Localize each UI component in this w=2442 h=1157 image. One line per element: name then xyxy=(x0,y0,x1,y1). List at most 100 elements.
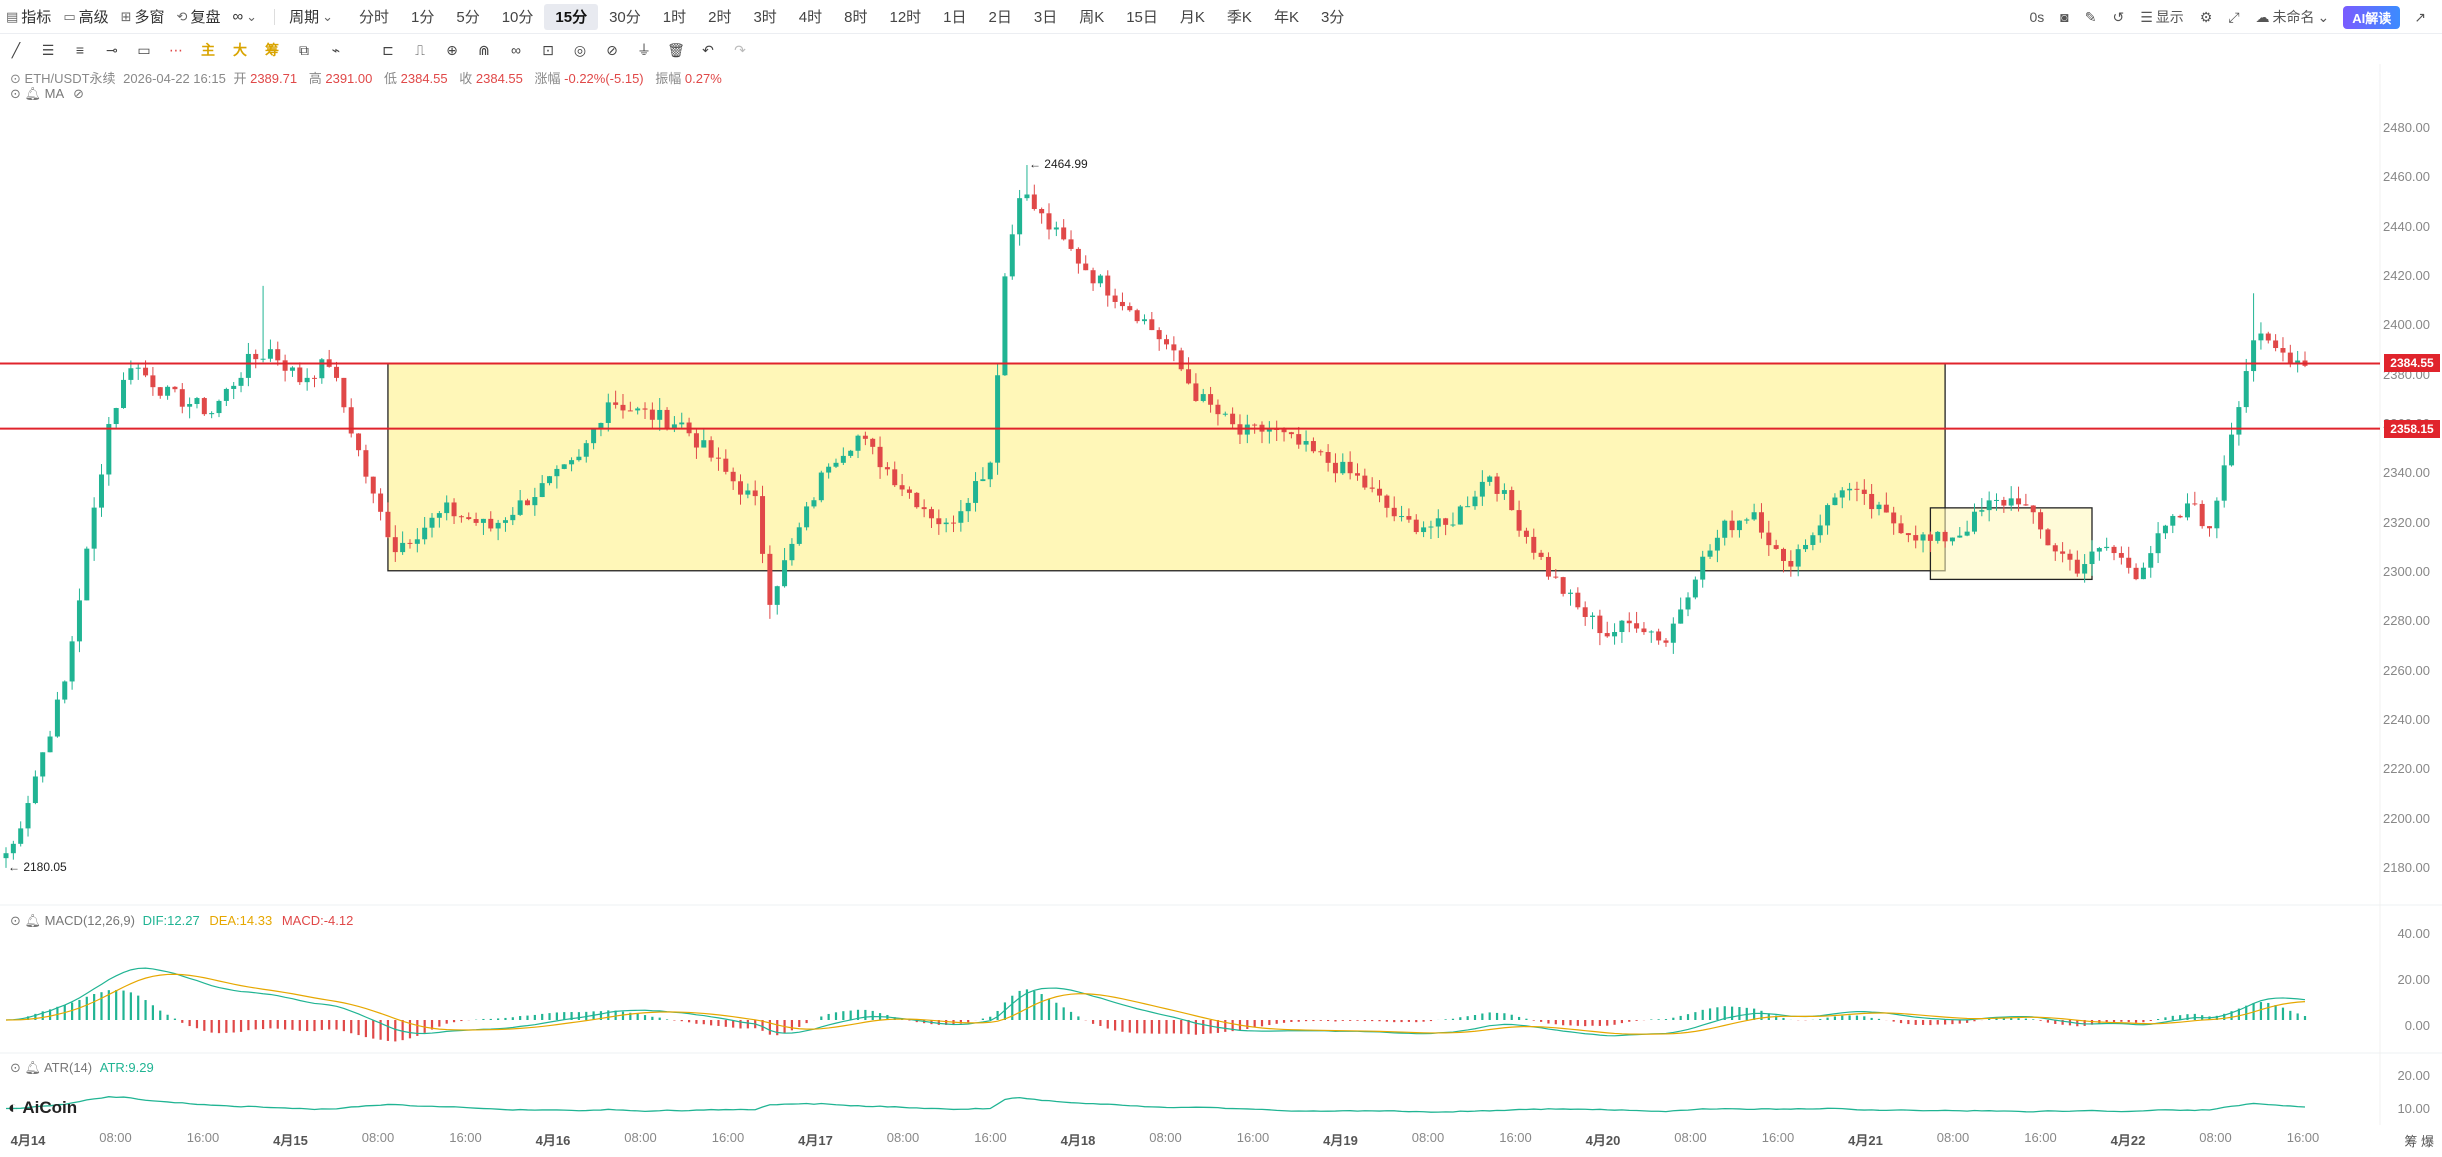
eye-icon[interactable]: ◎ xyxy=(573,41,587,58)
candle-body xyxy=(1465,506,1471,508)
parallel-lines-icon[interactable]: ≡ xyxy=(75,42,85,58)
candle-body xyxy=(319,359,325,379)
period-5[interactable]: 30分 xyxy=(609,9,641,26)
candle-body xyxy=(899,485,905,490)
link-symbol-button[interactable]: ∞ ⌄ xyxy=(226,4,266,30)
horizontal-lines-icon[interactable]: ☰ xyxy=(41,41,55,58)
candle-body xyxy=(554,468,560,477)
candle-body xyxy=(715,457,721,459)
candle-body xyxy=(1619,620,1625,633)
period-15[interactable]: 周K xyxy=(1079,9,1105,26)
candle-body xyxy=(561,464,567,469)
redo-icon[interactable]: ↷ xyxy=(734,41,746,58)
replay-button[interactable]: ⟲ 复盘 xyxy=(171,4,227,30)
pen-icon[interactable]: ✎ xyxy=(2084,8,2097,25)
collapse-icon[interactable]: ⊙ xyxy=(10,913,21,928)
candle-body xyxy=(532,497,538,506)
period-11[interactable]: 12时 xyxy=(889,9,922,26)
candle-body xyxy=(892,469,898,486)
ai-analysis-button[interactable]: AI解读 xyxy=(2343,5,2401,29)
candle-body xyxy=(223,388,229,401)
multi-window-button[interactable]: ⊞ 多窗 xyxy=(115,4,171,30)
period-16[interactable]: 15日 xyxy=(1126,9,1158,26)
settings-icon[interactable]: ⚙ xyxy=(2199,8,2213,25)
fullscreen-icon[interactable]: ⤢ xyxy=(2228,8,2240,25)
period-9[interactable]: 4时 xyxy=(798,9,823,26)
period-3[interactable]: 10分 xyxy=(501,9,534,26)
chinese-marker-a-icon[interactable]: 主 xyxy=(201,42,215,58)
period-10[interactable]: 8时 xyxy=(844,9,868,26)
candle-body xyxy=(135,367,141,369)
period-4[interactable]: 15分 xyxy=(544,3,599,30)
layout-name-button[interactable]: ☁ 未命名 ⌄ xyxy=(2248,4,2338,30)
glasses-icon[interactable]: ∞ xyxy=(511,42,521,58)
period-2[interactable]: 5分 xyxy=(456,9,480,26)
candle-body xyxy=(2016,498,2022,505)
undo-icon[interactable]: ↶ xyxy=(702,41,714,58)
period-0[interactable]: 分时 xyxy=(359,9,390,26)
chinese-marker-b-icon[interactable]: 大 xyxy=(233,42,247,58)
period-13[interactable]: 2日 xyxy=(988,9,1012,26)
copy-icon[interactable]: ⧉ xyxy=(299,41,309,58)
time-axis-label: 4月20 xyxy=(1585,1133,1621,1148)
bottom-right-tools[interactable]: 筹 爆 xyxy=(2404,1134,2434,1149)
collapse-icon[interactable]: ⊙ xyxy=(10,86,21,101)
trash-icon[interactable]: 🗑 xyxy=(667,41,685,58)
brush-icon[interactable]: ⌁ xyxy=(331,41,341,58)
period-17[interactable]: 月K xyxy=(1179,9,1205,26)
display-button[interactable]: ☰ 显示 xyxy=(2132,4,2192,30)
advanced-button[interactable]: ▭ 高级 xyxy=(57,4,114,30)
ray-icon[interactable]: ⊸ xyxy=(106,41,118,58)
period-14[interactable]: 3日 xyxy=(1033,9,1058,26)
magnet-icon[interactable]: ⋒ xyxy=(478,41,490,58)
candle-body xyxy=(370,476,376,494)
indicator-button[interactable]: ▤ 指标 xyxy=(0,4,57,30)
candle-body xyxy=(583,443,589,457)
camera-icon[interactable]: ◙ xyxy=(2060,9,2069,25)
period-19[interactable]: 年K xyxy=(1273,9,1299,26)
bell-icon[interactable]: 🔔︎ xyxy=(24,913,42,928)
candle-body xyxy=(209,413,215,415)
candle-body xyxy=(1472,496,1478,507)
period-6[interactable]: 1时 xyxy=(662,9,687,26)
time-axis-label: 16:00 xyxy=(186,1130,220,1145)
collapse-icon[interactable]: ⊙ xyxy=(10,1060,21,1075)
candle-body xyxy=(150,375,156,388)
period-12[interactable]: 1日 xyxy=(943,9,967,26)
zoom-icon[interactable]: ⊕ xyxy=(446,41,458,58)
period-20[interactable]: 3分 xyxy=(1320,9,1345,26)
replay-icon: ⟲ xyxy=(176,8,188,24)
candle-body xyxy=(1479,481,1485,497)
candle-body xyxy=(1494,476,1500,494)
candle-body xyxy=(1186,369,1192,384)
rectangle-icon[interactable]: ▭ xyxy=(137,41,151,58)
price-marker-icon[interactable]: ⋯ xyxy=(169,41,183,58)
trendline-icon[interactable]: ╱ xyxy=(11,41,21,58)
ma-label[interactable]: MA xyxy=(44,86,64,101)
chevron-down-icon: ⌄ xyxy=(2317,8,2330,25)
period-7[interactable]: 2时 xyxy=(708,9,732,26)
lock-icon[interactable]: ⊡ xyxy=(542,41,554,58)
ruler-icon[interactable]: ⎍ xyxy=(415,41,425,58)
macd-legend: ⊙ 🔔︎ MACD(12,26,9) DIF:12.27 DEA:14.33 M… xyxy=(10,913,353,929)
refresh-icon[interactable]: ↺ xyxy=(2112,8,2125,25)
period-18[interactable]: 季K xyxy=(1226,9,1252,26)
eye-off-icon[interactable]: ⊘ xyxy=(73,86,84,101)
crop-icon[interactable]: ⊏ xyxy=(382,41,394,58)
chinese-marker-c-icon[interactable]: 筹 xyxy=(265,42,279,58)
bell-icon[interactable]: 🔔︎ xyxy=(24,1060,42,1075)
settings-small-icon[interactable]: ⊙ xyxy=(10,71,21,86)
atr-label[interactable]: ATR(14) xyxy=(43,1060,93,1075)
candle-body xyxy=(473,519,479,523)
filter-icon[interactable]: ⏚ xyxy=(637,42,651,58)
period-8[interactable]: 3时 xyxy=(753,9,777,26)
bell-icon[interactable]: 🔔︎ xyxy=(24,86,42,101)
candle-body xyxy=(1825,505,1831,526)
period-menu-button[interactable]: 周期 ⌄ xyxy=(283,4,342,30)
macd-label[interactable]: MACD(12,26,9) xyxy=(44,913,135,928)
trend-icon[interactable]: ↗ xyxy=(2414,8,2426,25)
period-1[interactable]: 1分 xyxy=(411,9,435,26)
candle-body xyxy=(1560,577,1566,594)
link-icon[interactable]: ⊘ xyxy=(606,41,618,58)
